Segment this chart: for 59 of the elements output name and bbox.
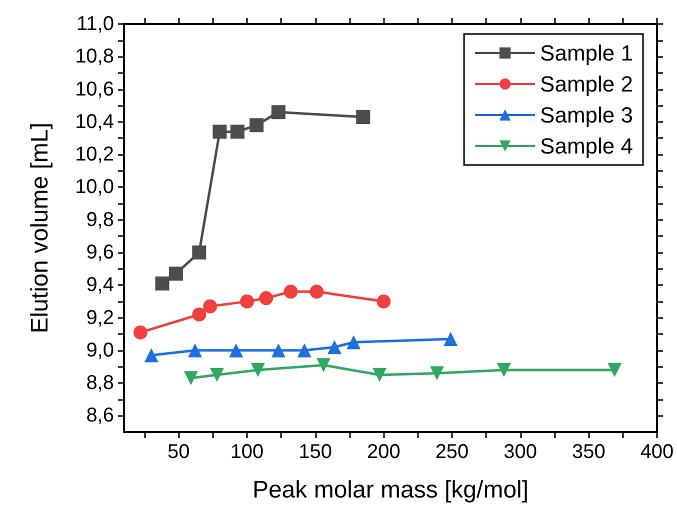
x-tick-label: 100 — [230, 441, 264, 463]
legend-label: Sample 3 — [540, 102, 634, 128]
y-tick-label: 9,0 — [86, 339, 114, 362]
point — [240, 294, 254, 308]
point — [327, 340, 342, 354]
point — [203, 299, 218, 314]
point — [316, 358, 331, 372]
point — [430, 366, 444, 380]
y-tick-label: 8,8 — [86, 372, 114, 394]
y-axis-title: Elution volume [mL] — [26, 122, 54, 334]
point — [496, 362, 511, 377]
x-tick-label: 200 — [366, 441, 400, 463]
point — [144, 348, 158, 362]
point — [356, 110, 370, 124]
x-tick-label: 50 — [168, 441, 190, 463]
legend-label: Sample 2 — [540, 72, 634, 96]
point — [184, 371, 198, 386]
point — [155, 276, 170, 290]
point — [229, 343, 244, 358]
point — [212, 124, 227, 139]
point — [230, 124, 244, 139]
y-tick-label: 10,2 — [75, 144, 114, 166]
point — [608, 362, 622, 377]
x-tick-label: 250 — [435, 441, 469, 463]
point — [210, 368, 224, 382]
point — [259, 291, 274, 306]
point — [192, 308, 206, 322]
legend-label: Sample 4 — [540, 134, 634, 158]
x-tick-label: 350 — [572, 441, 606, 463]
point — [133, 325, 148, 340]
x-axis-title: Peak molar mass [kg/mol] — [252, 476, 529, 504]
point — [346, 335, 361, 350]
point — [376, 294, 391, 308]
point — [271, 105, 286, 120]
y-tick-label: 9,6 — [86, 241, 114, 264]
point — [250, 362, 265, 377]
x-tick-label: 300 — [504, 441, 538, 463]
y-tick-label: 10,0 — [75, 176, 114, 198]
y-tick-label: 9,8 — [86, 208, 114, 231]
point — [188, 343, 202, 358]
y-tick-label: 10,8 — [75, 46, 114, 68]
y-tick-label: 8,6 — [86, 404, 114, 427]
point — [444, 332, 458, 346]
y-tick-label: 10,6 — [75, 78, 114, 100]
point — [192, 245, 206, 260]
legend-label: Sample 1 — [540, 40, 634, 66]
point — [297, 343, 312, 358]
y-tick-label: 9,4 — [86, 274, 114, 296]
point — [310, 284, 324, 299]
y-tick-label: 9,2 — [86, 306, 114, 329]
x-tick-label: 400 — [640, 441, 674, 463]
point — [250, 118, 264, 132]
y-tick-label: 11,0 — [76, 13, 114, 35]
point — [271, 343, 286, 358]
point — [372, 368, 387, 382]
point — [284, 284, 298, 299]
x-tick-label: 150 — [298, 441, 332, 463]
point — [168, 266, 183, 281]
y-tick-label: 10,4 — [75, 110, 114, 133]
